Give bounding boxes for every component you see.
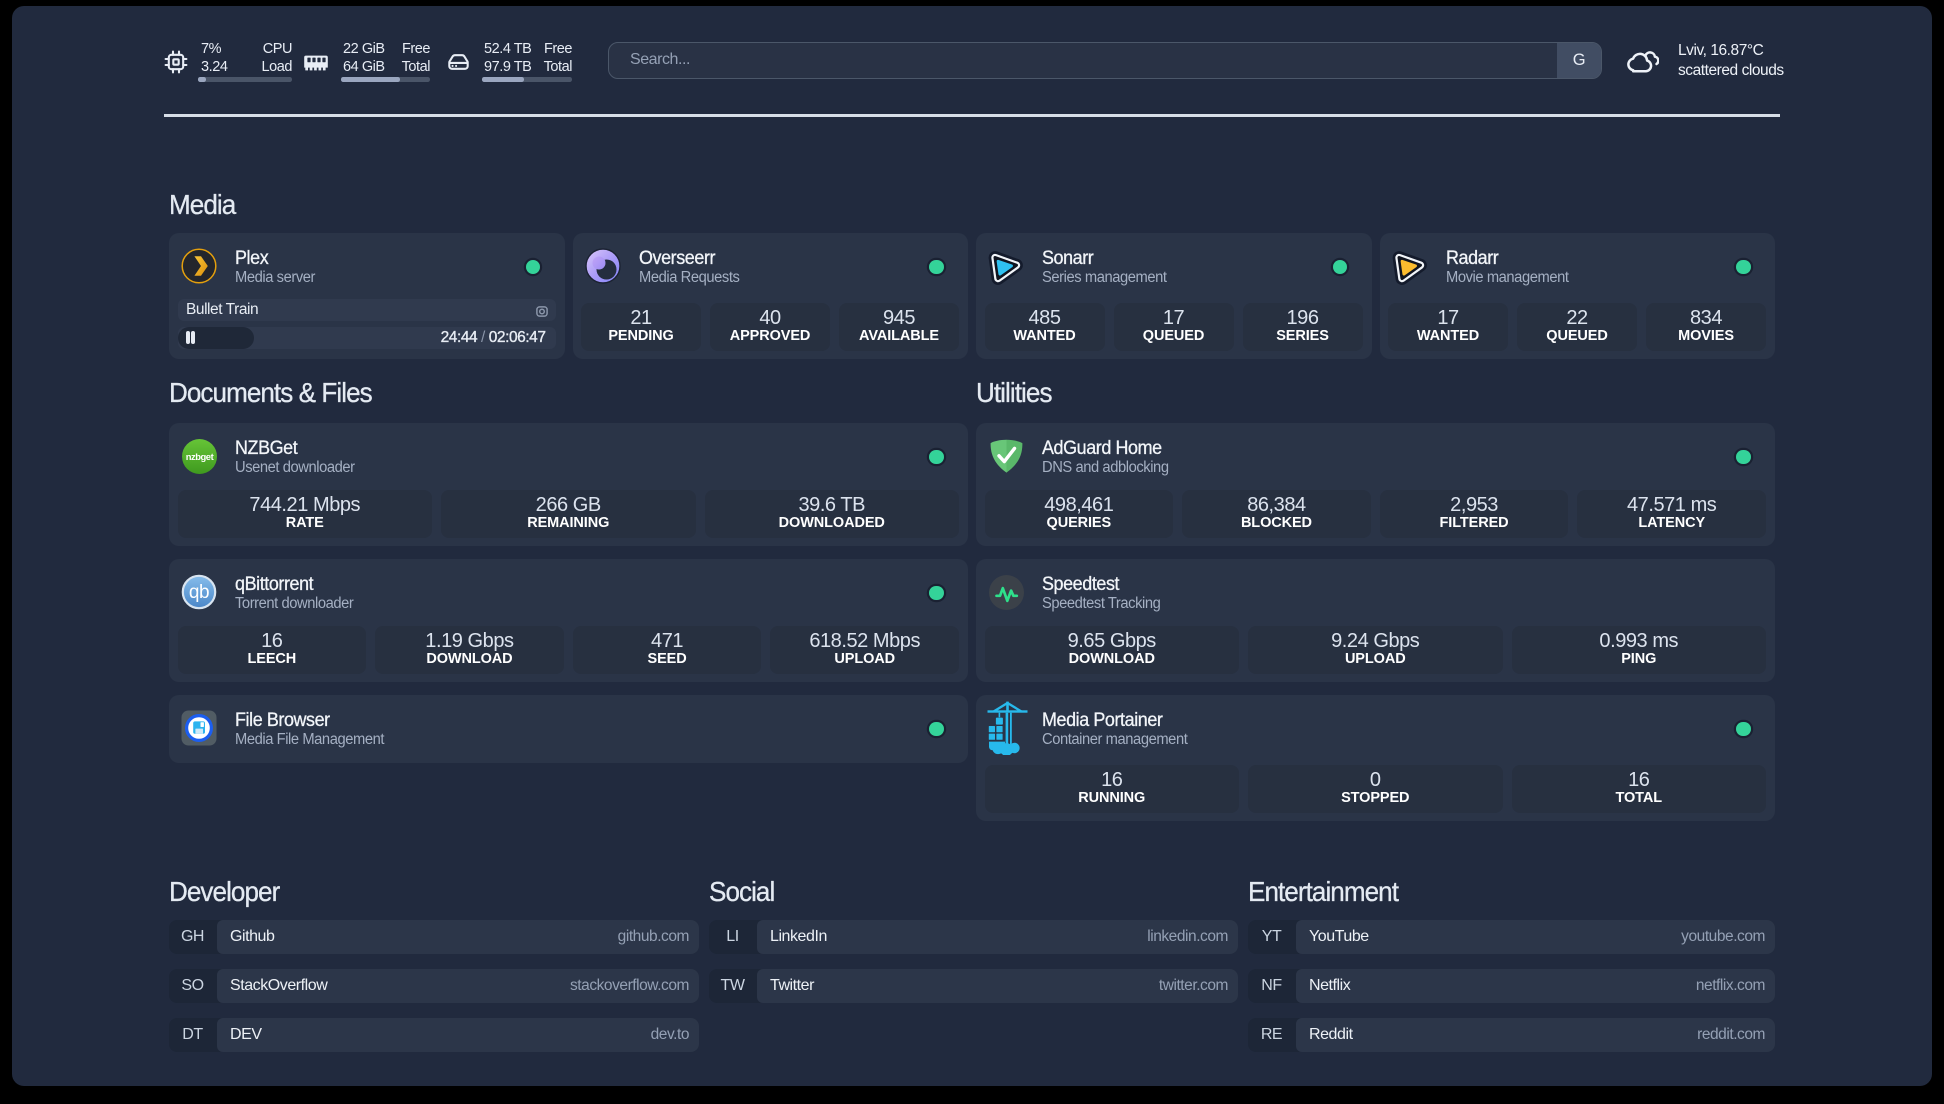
svg-text:nzbget: nzbget	[186, 451, 214, 462]
svg-text:qb: qb	[189, 582, 209, 603]
